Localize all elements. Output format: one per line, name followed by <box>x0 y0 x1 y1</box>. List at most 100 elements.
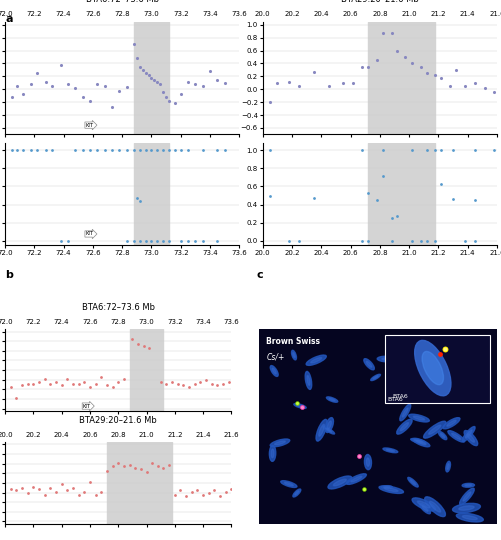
Bar <box>367 143 434 246</box>
Point <box>120 462 128 470</box>
Point <box>7 484 15 493</box>
Point <box>165 97 173 105</box>
Point <box>227 484 235 493</box>
Point <box>86 382 94 391</box>
Point <box>130 237 138 245</box>
Point <box>173 379 181 388</box>
Point <box>18 381 26 390</box>
Text: KIT: KIT <box>85 232 94 237</box>
Text: a: a <box>5 14 13 24</box>
Ellipse shape <box>455 513 482 522</box>
Point <box>141 146 149 154</box>
Ellipse shape <box>429 501 440 512</box>
Point <box>133 54 141 63</box>
Text: KIT: KIT <box>83 403 91 409</box>
Ellipse shape <box>459 488 473 505</box>
Point <box>165 237 173 245</box>
Ellipse shape <box>412 416 424 420</box>
Point <box>349 78 357 87</box>
Ellipse shape <box>445 461 449 472</box>
Point <box>359 484 367 493</box>
Ellipse shape <box>333 479 346 486</box>
Point <box>135 63 143 71</box>
Point <box>393 46 401 55</box>
Point <box>430 237 438 245</box>
Point <box>147 146 155 154</box>
Title: BTA29:20–21.6 Mb: BTA29:20–21.6 Mb <box>79 416 157 424</box>
Point <box>86 477 94 486</box>
Point <box>93 146 101 154</box>
Point <box>339 78 347 87</box>
Ellipse shape <box>364 455 371 470</box>
Point <box>141 237 149 245</box>
Point <box>489 88 497 97</box>
Ellipse shape <box>284 482 293 486</box>
Point <box>57 237 65 245</box>
Point <box>372 56 380 65</box>
Ellipse shape <box>350 476 361 482</box>
Point <box>156 80 164 89</box>
Point <box>86 97 94 105</box>
Point <box>416 63 424 71</box>
Point <box>436 73 444 82</box>
Point <box>97 487 105 496</box>
Point <box>184 237 192 245</box>
Point <box>48 146 56 154</box>
Point <box>100 82 108 90</box>
Point <box>9 146 17 154</box>
Ellipse shape <box>464 484 471 486</box>
Ellipse shape <box>292 489 300 497</box>
Point <box>176 237 184 245</box>
Ellipse shape <box>447 430 463 442</box>
Point <box>142 468 150 477</box>
Text: BTA6: BTA6 <box>387 397 403 402</box>
Point <box>24 489 32 498</box>
Ellipse shape <box>376 356 397 362</box>
Ellipse shape <box>383 487 389 488</box>
Point <box>285 77 293 86</box>
Ellipse shape <box>446 464 448 469</box>
Ellipse shape <box>271 449 274 458</box>
Ellipse shape <box>325 417 333 433</box>
Point <box>309 194 317 202</box>
Point <box>170 146 178 154</box>
Point <box>63 374 71 383</box>
Point <box>108 382 116 391</box>
Point <box>176 90 184 99</box>
Ellipse shape <box>421 506 427 511</box>
Point <box>215 492 223 501</box>
Point <box>108 462 116 470</box>
Point <box>213 75 221 84</box>
Point <box>13 82 21 90</box>
Point <box>470 237 478 245</box>
Point <box>46 483 54 492</box>
Point <box>91 491 99 500</box>
Point <box>35 484 43 493</box>
Ellipse shape <box>366 458 369 466</box>
Ellipse shape <box>272 368 276 374</box>
Ellipse shape <box>413 440 422 442</box>
Point <box>354 451 362 460</box>
Point <box>80 378 88 387</box>
Point <box>176 486 184 495</box>
Ellipse shape <box>428 425 440 434</box>
Point <box>199 491 207 500</box>
Point <box>470 78 478 87</box>
Point <box>97 373 105 382</box>
Point <box>86 146 94 154</box>
Ellipse shape <box>421 352 442 384</box>
Ellipse shape <box>437 431 446 440</box>
Title: BTA29:20–21.6 Mb: BTA29:20–21.6 Mb <box>340 0 418 4</box>
Ellipse shape <box>372 376 377 379</box>
Point <box>191 237 199 245</box>
Point <box>309 68 317 76</box>
Ellipse shape <box>291 350 296 360</box>
Point <box>52 487 60 496</box>
Text: c: c <box>256 270 262 280</box>
Point <box>184 77 192 86</box>
Ellipse shape <box>382 448 397 453</box>
Ellipse shape <box>416 501 429 508</box>
Ellipse shape <box>451 503 479 513</box>
Ellipse shape <box>325 428 331 433</box>
Point <box>387 214 395 222</box>
